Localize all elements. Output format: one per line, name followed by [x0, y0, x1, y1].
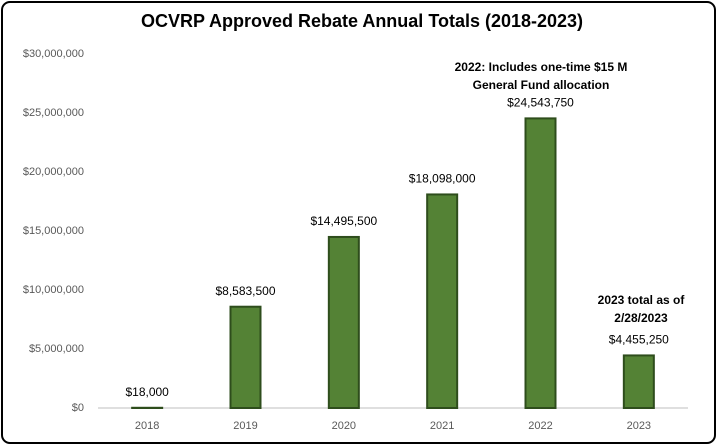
bar [524, 117, 557, 409]
value-label: $4,455,250 [609, 333, 669, 347]
x-tick-label: 2022 [528, 420, 552, 432]
y-tick-label: $0 [72, 402, 84, 414]
value-label: $14,495,500 [310, 214, 377, 228]
x-tick-label: 2019 [233, 420, 257, 432]
value-label: $18,000 [125, 385, 169, 399]
bar [622, 354, 655, 409]
chart-title: OCVRP Approved Rebate Annual Totals (201… [141, 11, 583, 31]
x-tick-label: 2018 [135, 420, 159, 432]
bar [327, 235, 360, 409]
y-tick-label: $20,000,000 [23, 166, 84, 178]
x-tick-label: 2021 [430, 420, 454, 432]
annotation: 2023 total as of [598, 293, 686, 307]
y-tick-label: $5,000,000 [29, 343, 84, 355]
value-label: $18,098,000 [409, 172, 476, 186]
annotation: 2/28/2023 [614, 311, 668, 325]
value-label: $24,543,750 [507, 96, 574, 110]
y-tick-label: $10,000,000 [23, 284, 84, 296]
annotation: General Fund allocation [473, 78, 610, 92]
y-tick-label: $25,000,000 [23, 107, 84, 119]
value-label: $8,583,500 [215, 284, 275, 298]
y-tick-label: $30,000,000 [23, 48, 84, 60]
y-tick-label: $15,000,000 [23, 225, 84, 237]
bar [229, 305, 262, 409]
x-tick-label: 2023 [627, 420, 651, 432]
x-tick-label: 2020 [332, 420, 356, 432]
annotation: 2022: Includes one-time $15 M [455, 60, 628, 74]
bar [426, 193, 459, 409]
